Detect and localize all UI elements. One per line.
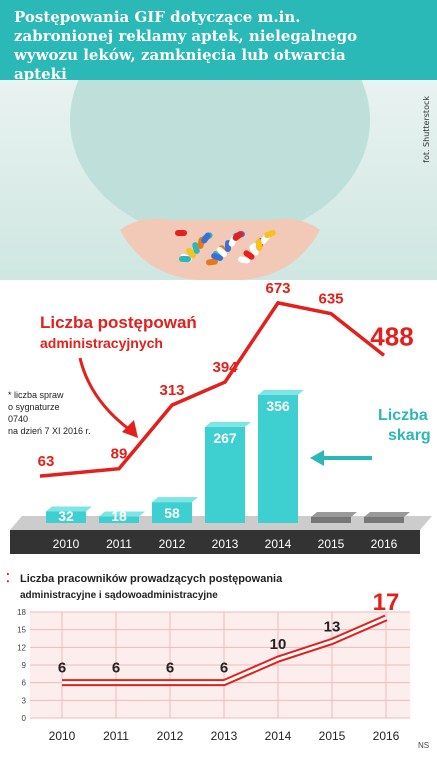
line-value-label: 17 [373, 589, 400, 616]
chart1-title-line1: Liczba postępowań [40, 313, 197, 332]
x-tick-label: 2012 [159, 537, 186, 551]
source-label: NS [418, 741, 429, 750]
bar-series-arrow-head [310, 450, 324, 466]
pill [255, 239, 263, 251]
pill [238, 256, 250, 264]
line-value-label: 673 [265, 280, 290, 297]
pills-photo-illustration [70, 80, 370, 280]
year-band [10, 530, 420, 554]
footnote-line2: o sygnaturze [8, 402, 60, 412]
pill [249, 244, 259, 256]
x-tick-label: 2014 [265, 537, 292, 551]
header-title: Postępowania GIF dotyczące m.in. zabroni… [14, 8, 358, 83]
bar [205, 426, 245, 523]
y-tick-label: 0 [22, 714, 27, 723]
x-tick-label: 2012 [157, 729, 184, 743]
y-tick-label: 12 [17, 643, 26, 652]
pill [264, 229, 276, 239]
pill [179, 255, 191, 263]
x-tick-label: 2010 [53, 537, 80, 551]
y-tick-label: 18 [17, 608, 26, 617]
bar-series-label-line2: skarg [388, 427, 431, 444]
pill [186, 247, 196, 259]
bar-top [46, 506, 92, 512]
bar [364, 517, 404, 523]
x-tick-label: 2013 [212, 537, 239, 551]
chart1-title-line2: administracyjnych [40, 335, 163, 351]
bar-value-label: 356 [266, 398, 290, 414]
x-tick-label: 2013 [211, 729, 238, 743]
header-banner: Postępowania GIF dotyczące m.in. zabroni… [0, 0, 437, 83]
pill [243, 250, 255, 260]
bar [99, 516, 139, 523]
line-value-label: 394 [212, 359, 238, 376]
proceedings-chart: Liczba postępowań administracyjnych * li… [8, 280, 432, 554]
bar [46, 511, 86, 523]
line-value-label: 6 [112, 660, 120, 677]
pills-cluster [175, 229, 276, 266]
line-value-label: 6 [166, 660, 174, 677]
x-tick-label: 2011 [106, 537, 132, 551]
line-value-label: 13 [324, 618, 341, 635]
x-tick-label: 2015 [318, 537, 345, 551]
bar-value-label: 267 [213, 430, 237, 446]
line-value-label: 10 [270, 636, 287, 653]
line-series: 6 6 6 6 10 13 17 [58, 589, 400, 687]
x-tick-label: 2015 [319, 729, 346, 743]
footnote-line1: * liczba spraw [8, 390, 64, 400]
uniform-shape [70, 80, 370, 240]
bar [258, 394, 298, 523]
photo-credit: fot. Shutterstock [422, 96, 431, 163]
pill [216, 246, 228, 258]
x-axis-labels: 2010 2011 2012 2013 2014 2015 2016 [49, 729, 400, 743]
pill [206, 258, 218, 266]
pills-photo [0, 80, 437, 280]
x-axis-labels: 2010 2011 2012 2013 2014 2015 2016 [53, 537, 398, 551]
chart2-title-line2: administracyjne i sądowoadministracyjne [20, 590, 218, 601]
bar-top [258, 389, 304, 395]
line-value-label: 313 [159, 382, 184, 399]
footnote-line4: na dzień 7 XI 2016 r. [8, 426, 91, 436]
bar-top [311, 512, 357, 517]
line-value-label: 635 [318, 291, 343, 308]
x-tick-label: 2016 [373, 729, 400, 743]
chart2-title-line1: Liczba pracowników prowadzących postępow… [20, 573, 283, 585]
bar-top [99, 511, 145, 517]
y-tick-label: 3 [22, 696, 27, 705]
bar [311, 517, 351, 523]
bar-top [205, 421, 251, 427]
chart2-title-marker: ⁚ [6, 571, 10, 585]
bar-value-label: 58 [164, 505, 180, 521]
bar-series: 32 18 58 267 356 [46, 389, 410, 524]
staff-chart: ⁚ Liczba pracowników prowadzących postęp… [6, 571, 429, 750]
footnote-line3: 0740 [8, 414, 28, 424]
line-series: 63 89 313 394 673 635 488 [38, 280, 414, 480]
y-tick-label: 9 [22, 661, 27, 670]
chart1-title-arrow-head [122, 420, 138, 438]
y-tick-label: 15 [17, 626, 26, 635]
bar-top [364, 512, 410, 517]
bar-value-label: 32 [58, 508, 74, 524]
line-value-label: 6 [58, 660, 66, 677]
line-path [39, 300, 386, 478]
y-tick-label: 6 [22, 679, 27, 688]
x-tick-label: 2011 [103, 729, 129, 743]
line-value-label: 488 [370, 321, 413, 351]
bar [152, 502, 192, 523]
chart1-title-arrow [78, 357, 131, 432]
pill [211, 253, 223, 261]
bar-value-label: 18 [111, 508, 127, 524]
x-tick-label: 2016 [371, 537, 398, 551]
line-value-label: 63 [38, 453, 55, 470]
x-tick-label: 2010 [49, 729, 76, 743]
pill [175, 230, 187, 236]
bar-top [152, 497, 198, 503]
pill [232, 231, 244, 241]
line-value-label: 6 [220, 660, 228, 677]
bar-series-label-line1: Liczba [378, 407, 428, 424]
x-tick-label: 2014 [265, 729, 292, 743]
pill [201, 232, 211, 244]
line-path-inner [62, 616, 387, 685]
line-value-label: 89 [111, 446, 128, 463]
